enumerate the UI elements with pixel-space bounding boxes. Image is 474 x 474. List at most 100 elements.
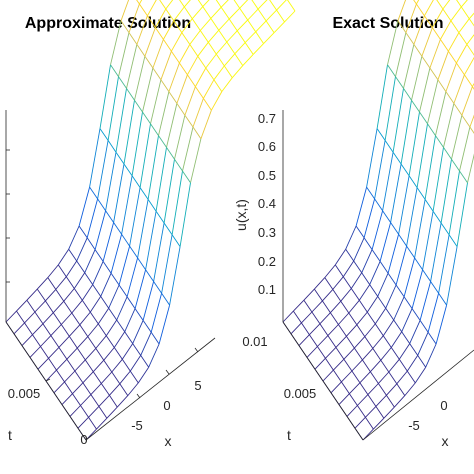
- mesh-line-x: [333, 369, 342, 383]
- mesh-line-t: [87, 323, 99, 337]
- mesh-line-x: [129, 370, 139, 384]
- mesh-line-x: [411, 99, 420, 113]
- mesh-line-x: [182, 170, 191, 184]
- mesh-line-t: [432, 147, 444, 212]
- mesh-line-t: [107, 76, 119, 141]
- mesh-line-x: [161, 293, 170, 306]
- mesh-line-x: [364, 336, 374, 349]
- mesh-line-x: [346, 336, 355, 349]
- mesh-line-x: [189, 44, 199, 57]
- mesh-line-t: [298, 334, 310, 346]
- mesh-line-x: [419, 320, 429, 333]
- mesh-line-t: [403, 44, 415, 89]
- mesh-line-t: [147, 0, 157, 17]
- mesh-line-t: [97, 140, 109, 199]
- mesh-line-x: [325, 358, 334, 371]
- mesh-line-x: [213, 79, 223, 92]
- mesh-line-t: [443, 103, 455, 148]
- mesh-line-t: [429, 39, 441, 69]
- mesh-line-x: [223, 65, 233, 78]
- mesh-line-t: [370, 359, 382, 373]
- mesh-line-x: [317, 346, 326, 359]
- mesh-line-t: [406, 187, 418, 247]
- mesh-line-t: [388, 359, 400, 373]
- mesh-line-x: [68, 336, 78, 349]
- mesh-line-x: [57, 264, 67, 277]
- mesh-line-x: [309, 334, 318, 347]
- mesh-line-x: [403, 88, 412, 101]
- mesh-line-x: [403, 296, 413, 309]
- mesh-line-x: [113, 347, 123, 360]
- mesh-line-x: [147, 15, 156, 28]
- mesh-line-t: [95, 335, 107, 349]
- mesh-line-x: [105, 335, 115, 348]
- mesh-line-t: [382, 152, 394, 211]
- mesh-line-t: [163, 159, 175, 224]
- mesh-line-x: [120, 20, 130, 33]
- mesh-line-x: [440, 39, 449, 52]
- mesh-line-t: [242, 54, 254, 66]
- mesh-line-x: [195, 86, 204, 99]
- mesh-line-t: [74, 359, 86, 372]
- mesh-line-x: [432, 27, 441, 40]
- mesh-line-t: [374, 140, 386, 199]
- mesh-line-t: [169, 246, 181, 306]
- mesh-line-t: [273, 21, 285, 34]
- mesh-line-x: [92, 284, 102, 297]
- mesh-line-x: [81, 300, 91, 313]
- mesh-line-t: [145, 211, 157, 270]
- mesh-line-x: [84, 359, 94, 372]
- z-tick-label: 0.7: [258, 111, 276, 126]
- mesh-line-t: [244, 31, 257, 43]
- mesh-line-t: [120, 0, 130, 21]
- mesh-line-x: [411, 308, 421, 321]
- mesh-line-x: [63, 300, 73, 314]
- mesh-line-t: [5, 310, 17, 323]
- x-tick-mark: [165, 369, 170, 375]
- mesh-line-x: [215, 0, 222, 8]
- mesh-line-x: [144, 55, 154, 69]
- mesh-line-t: [173, 6, 185, 22]
- mesh-line-x: [456, 62, 465, 76]
- mesh-line-x: [401, 331, 411, 344]
- mesh-line-x: [202, 6, 212, 19]
- mesh-line-x: [64, 381, 73, 394]
- mesh-line-x: [159, 0, 167, 10]
- mesh-line-x: [440, 222, 450, 236]
- mesh-line-t: [409, 320, 421, 344]
- mesh-line-x: [110, 64, 119, 77]
- mesh-line-t: [379, 222, 392, 262]
- mesh-line-t: [192, 98, 204, 128]
- mesh-line-x: [226, 41, 236, 55]
- mesh-line-t: [382, 319, 395, 336]
- x-axis-label: x: [442, 433, 449, 449]
- mesh-line-t: [105, 152, 117, 211]
- mesh-line-x: [115, 151, 125, 165]
- mesh-line-x: [395, 284, 405, 298]
- mesh-line-x: [158, 135, 167, 148]
- mesh-line-x: [152, 67, 162, 81]
- mesh-line-x: [163, 222, 173, 236]
- mesh-line-x: [376, 128, 386, 141]
- mesh-line-t: [442, 0, 451, 10]
- mesh-line-x: [42, 323, 52, 336]
- mesh-line-t: [96, 417, 108, 430]
- mesh-line-t: [213, 65, 225, 81]
- mesh-line-t: [218, 18, 230, 31]
- mesh-line-x: [419, 111, 428, 125]
- mesh-line-t: [220, 0, 229, 8]
- mesh-line-x: [90, 394, 100, 407]
- mesh-line-t: [309, 323, 321, 336]
- mesh-line-x: [427, 331, 437, 345]
- mesh-line-x: [171, 50, 180, 64]
- mesh-line-t: [306, 346, 318, 358]
- mesh-line-t: [160, 51, 172, 80]
- mesh-line-t: [414, 199, 426, 258]
- mesh-line-x: [113, 222, 122, 235]
- mesh-line-t: [52, 300, 65, 314]
- mesh-line-x: [179, 0, 185, 8]
- mesh-line-t: [317, 335, 329, 347]
- mesh-line-x: [140, 355, 150, 368]
- mesh-line-x: [370, 371, 379, 384]
- mesh-line-t: [150, 79, 162, 124]
